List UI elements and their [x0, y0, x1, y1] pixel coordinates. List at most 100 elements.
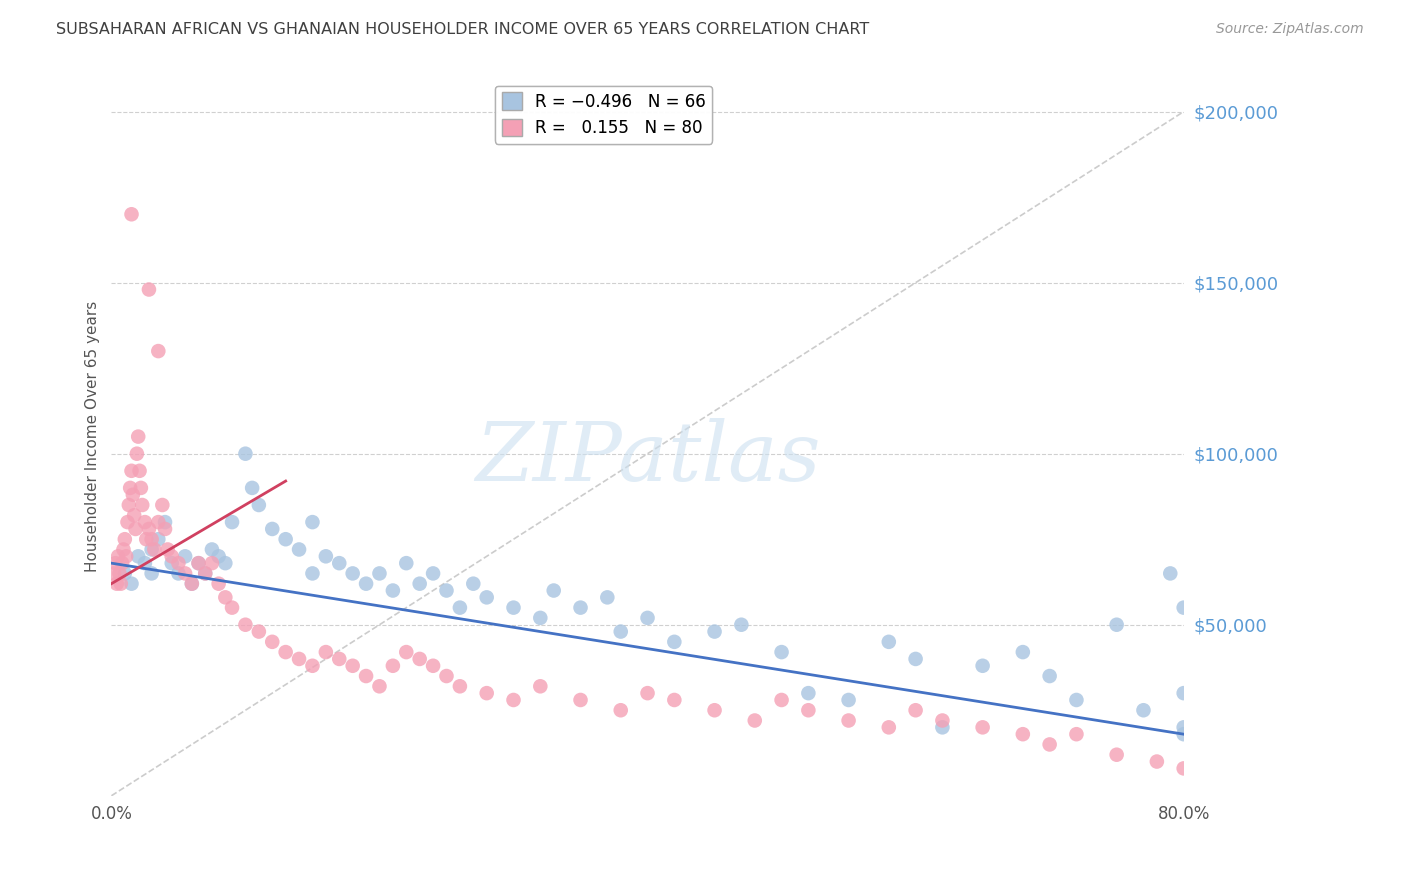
Point — [931, 714, 953, 728]
Point — [288, 542, 311, 557]
Point — [174, 549, 197, 564]
Point — [904, 703, 927, 717]
Point — [475, 591, 498, 605]
Point — [117, 515, 139, 529]
Point — [449, 600, 471, 615]
Point — [262, 522, 284, 536]
Text: Source: ZipAtlas.com: Source: ZipAtlas.com — [1216, 22, 1364, 37]
Point — [931, 720, 953, 734]
Point — [637, 611, 659, 625]
Point — [208, 549, 231, 564]
Point — [1105, 747, 1128, 762]
Point — [141, 533, 163, 547]
Point — [328, 556, 350, 570]
Point — [121, 488, 143, 502]
Point — [1039, 669, 1062, 683]
Point — [125, 447, 148, 461]
Point — [114, 533, 136, 547]
Point — [408, 576, 430, 591]
Point — [160, 556, 183, 570]
Point — [342, 566, 364, 581]
Point — [201, 556, 224, 570]
Point — [221, 515, 243, 529]
Point — [128, 464, 150, 478]
Point — [247, 624, 270, 639]
Point — [436, 669, 458, 683]
Point — [1132, 703, 1154, 717]
Point — [838, 693, 860, 707]
Point — [797, 703, 820, 717]
Point — [174, 566, 197, 581]
Point — [664, 693, 686, 707]
Point — [129, 481, 152, 495]
Point — [103, 566, 125, 581]
Point — [148, 533, 170, 547]
Point — [529, 679, 551, 693]
Point — [135, 533, 157, 547]
Point — [838, 714, 860, 728]
Point — [1105, 617, 1128, 632]
Point — [301, 566, 323, 581]
Point — [703, 703, 725, 717]
Point — [214, 556, 236, 570]
Point — [972, 658, 994, 673]
Point — [122, 508, 145, 523]
Point — [502, 600, 524, 615]
Point — [1011, 645, 1033, 659]
Point — [543, 583, 565, 598]
Point — [342, 658, 364, 673]
Point — [288, 652, 311, 666]
Point — [972, 720, 994, 734]
Y-axis label: Householder Income Over 65 years: Householder Income Over 65 years — [86, 301, 100, 573]
Legend: R = −0.496   N = 66, R =   0.155   N = 80: R = −0.496 N = 66, R = 0.155 N = 80 — [495, 86, 713, 144]
Point — [502, 693, 524, 707]
Point — [111, 556, 134, 570]
Point — [247, 498, 270, 512]
Point — [153, 522, 176, 536]
Point — [368, 679, 391, 693]
Point — [160, 549, 183, 564]
Point — [354, 576, 377, 591]
Point — [1173, 727, 1195, 741]
Point — [118, 498, 141, 512]
Point — [637, 686, 659, 700]
Point — [770, 693, 793, 707]
Point — [436, 583, 458, 598]
Point — [569, 600, 592, 615]
Point — [529, 611, 551, 625]
Point — [609, 624, 631, 639]
Point — [877, 720, 900, 734]
Point — [1173, 761, 1195, 775]
Point — [112, 542, 135, 557]
Point — [703, 624, 725, 639]
Point — [148, 344, 170, 359]
Point — [274, 645, 297, 659]
Point — [114, 566, 136, 581]
Point — [449, 679, 471, 693]
Text: SUBSAHARAN AFRICAN VS GHANAIAN HOUSEHOLDER INCOME OVER 65 YEARS CORRELATION CHAR: SUBSAHARAN AFRICAN VS GHANAIAN HOUSEHOLD… — [56, 22, 869, 37]
Point — [797, 686, 820, 700]
Point — [262, 635, 284, 649]
Point — [180, 576, 202, 591]
Point — [141, 542, 163, 557]
Point — [121, 576, 143, 591]
Point — [150, 498, 173, 512]
Point — [187, 556, 209, 570]
Point — [108, 566, 131, 581]
Point — [167, 566, 190, 581]
Text: ZIPatlas: ZIPatlas — [475, 418, 820, 498]
Point — [408, 652, 430, 666]
Point — [214, 591, 236, 605]
Point — [115, 549, 138, 564]
Point — [180, 576, 202, 591]
Point — [127, 549, 149, 564]
Point — [235, 617, 257, 632]
Point — [1039, 738, 1062, 752]
Point — [153, 515, 176, 529]
Point — [395, 556, 418, 570]
Point — [315, 549, 337, 564]
Point — [1173, 600, 1195, 615]
Point — [131, 498, 153, 512]
Point — [167, 556, 190, 570]
Point — [107, 549, 129, 564]
